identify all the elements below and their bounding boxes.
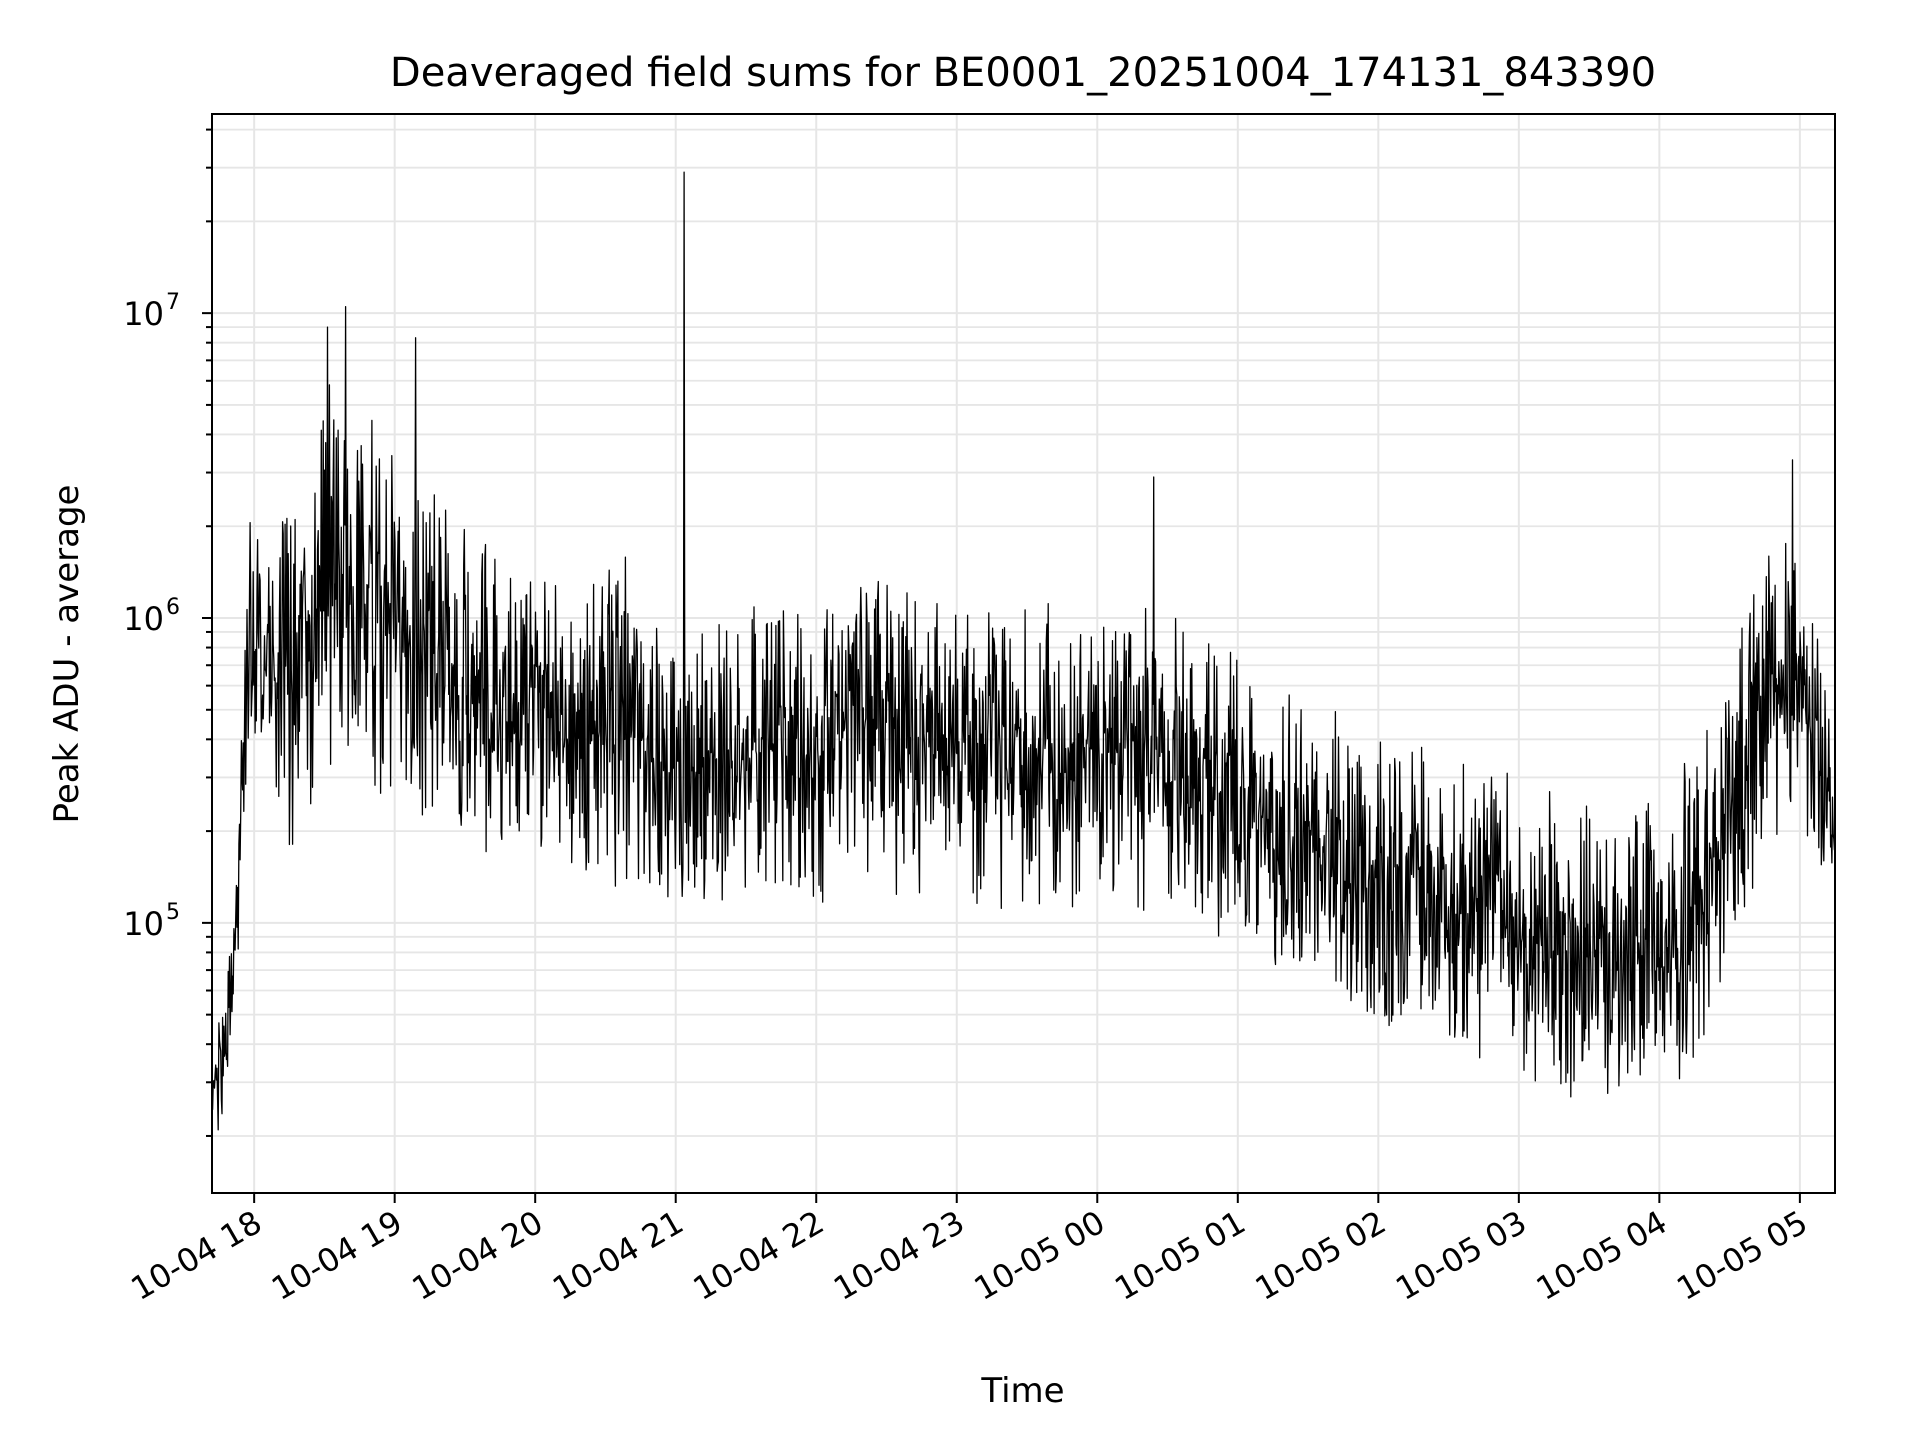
series-line-group [211,171,1836,1131]
y-tick-exponent: 5 [166,900,180,925]
x-axis-label: Time [980,1371,1064,1411]
plot-frame [211,113,1836,1194]
chart-title: Deaveraged field sums for BE0001_2025100… [390,50,1656,96]
y-tick-base: 10 [123,905,164,943]
y-axis-label: Peak ADU - average [47,485,87,824]
y-tick-label: 10 [123,295,164,333]
y-tick-base: 10 [123,600,164,638]
y-tick-exponent: 6 [166,595,180,620]
y-tick-base: 10 [123,295,164,333]
y-tick-label: 10 [123,905,164,943]
series-line [211,171,1836,1131]
y-tick-exponent: 7 [166,290,180,315]
y-tick-label: 10 [123,600,164,638]
